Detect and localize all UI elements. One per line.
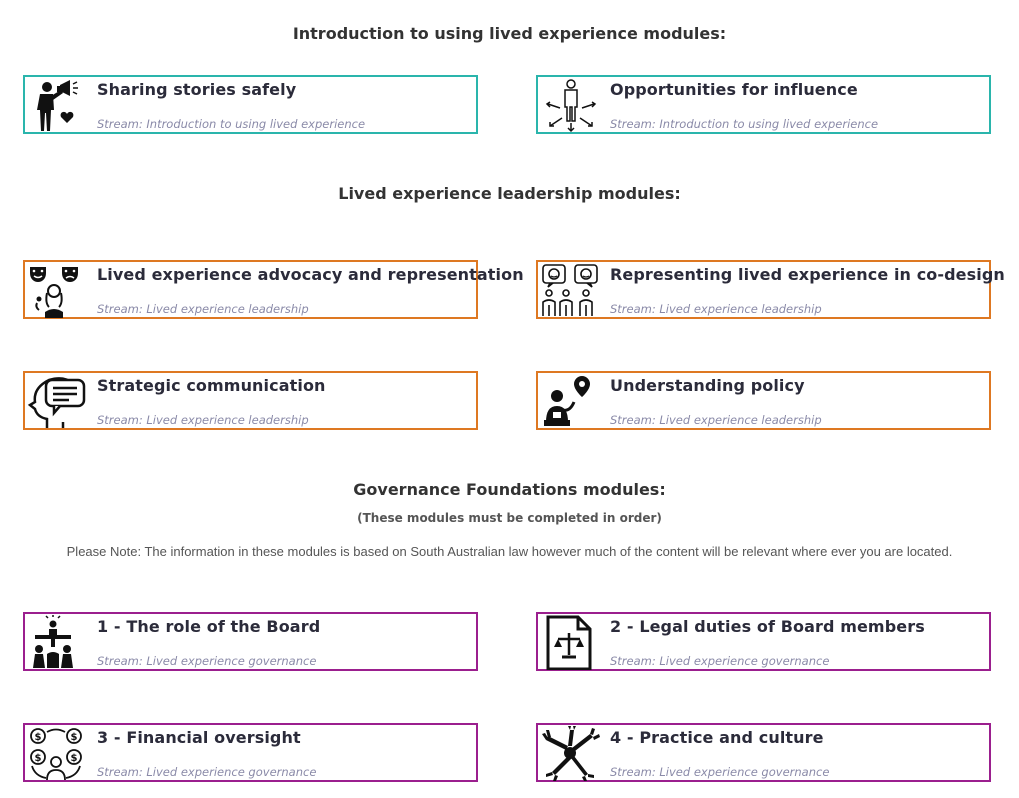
module-card-understanding-policy[interactable]: Understanding policy Stream: Lived exper… [536,371,991,430]
module-stream: Stream: Lived experience leadership [610,413,822,427]
module-stream: Stream: Lived experience governance [97,765,317,779]
module-title[interactable]: 4 - Practice and culture [610,728,824,747]
module-title[interactable]: 2 - Legal duties of Board members [610,617,925,636]
jurisdiction-note: Please Note: The information in these mo… [66,544,953,559]
theatre-masks-person-icon [27,263,89,318]
module-title[interactable]: 3 - Financial oversight [97,728,301,747]
module-title[interactable]: 1 - The role of the Board [97,617,321,636]
module-title[interactable]: Lived experience advocacy and representa… [97,265,524,284]
svg-text:$: $ [35,732,42,743]
module-title[interactable]: Understanding policy [610,376,805,395]
module-card-financial-oversight[interactable]: $ $ $ $ 3 - Financial oversight Stream: … [23,723,478,782]
board-table-people-icon [27,615,89,670]
module-card-co-design[interactable]: Representing lived experience in co-desi… [536,260,1005,319]
person-radiating-arrows-icon [540,78,602,133]
module-title[interactable]: Strategic communication [97,376,326,395]
head-speech-bubble-icon [27,374,89,429]
svg-text:$: $ [71,732,78,743]
section-title-governance: Governance Foundations modules: [353,480,666,499]
module-stream: Stream: Lived experience governance [610,654,830,668]
module-card-practice-and-culture[interactable]: 4 - Practice and culture Stream: Lived e… [536,723,991,782]
module-stream: Stream: Lived experience governance [97,654,317,668]
module-stream: Stream: Lived experience leadership [97,413,309,427]
svg-text:$: $ [71,753,78,764]
completion-order-note: (These modules must be completed in orde… [357,511,662,525]
module-card-strategic-communication[interactable]: Strategic communication Stream: Lived ex… [23,371,478,430]
module-stream: Stream: Lived experience governance [610,765,830,779]
hands-together-icon [540,726,602,781]
module-stream: Stream: Lived experience leadership [97,302,309,316]
svg-text:$: $ [35,753,42,764]
section-title-introduction: Introduction to using lived experience m… [292,24,727,43]
module-title[interactable]: Opportunities for influence [610,80,858,99]
module-stream: Stream: Introduction to using lived expe… [97,117,366,131]
document-scales-icon [540,615,602,670]
module-title[interactable]: Sharing stories safely [97,80,297,99]
module-title[interactable]: Representing lived experience in co-desi… [610,265,1005,284]
module-card-sharing-stories-safely[interactable]: Sharing stories safely Stream: Introduct… [23,75,478,134]
module-card-advocacy-representation[interactable]: Lived experience advocacy and representa… [23,260,524,319]
group-speech-bubbles-icon [540,263,602,318]
person-location-pin-icon [540,374,602,429]
megaphone-person-heart-icon [27,78,89,133]
section-title-leadership: Lived experience leadership modules: [338,184,681,203]
module-card-opportunities-for-influence[interactable]: Opportunities for influence Stream: Intr… [536,75,991,134]
module-stream: Stream: Lived experience leadership [610,302,822,316]
person-money-cycle-icon: $ $ $ $ [27,726,89,781]
module-stream: Stream: Introduction to using lived expe… [610,117,879,131]
module-card-role-of-the-board[interactable]: 1 - The role of the Board Stream: Lived … [23,612,478,671]
module-card-legal-duties[interactable]: 2 - Legal duties of Board members Stream… [536,612,991,671]
